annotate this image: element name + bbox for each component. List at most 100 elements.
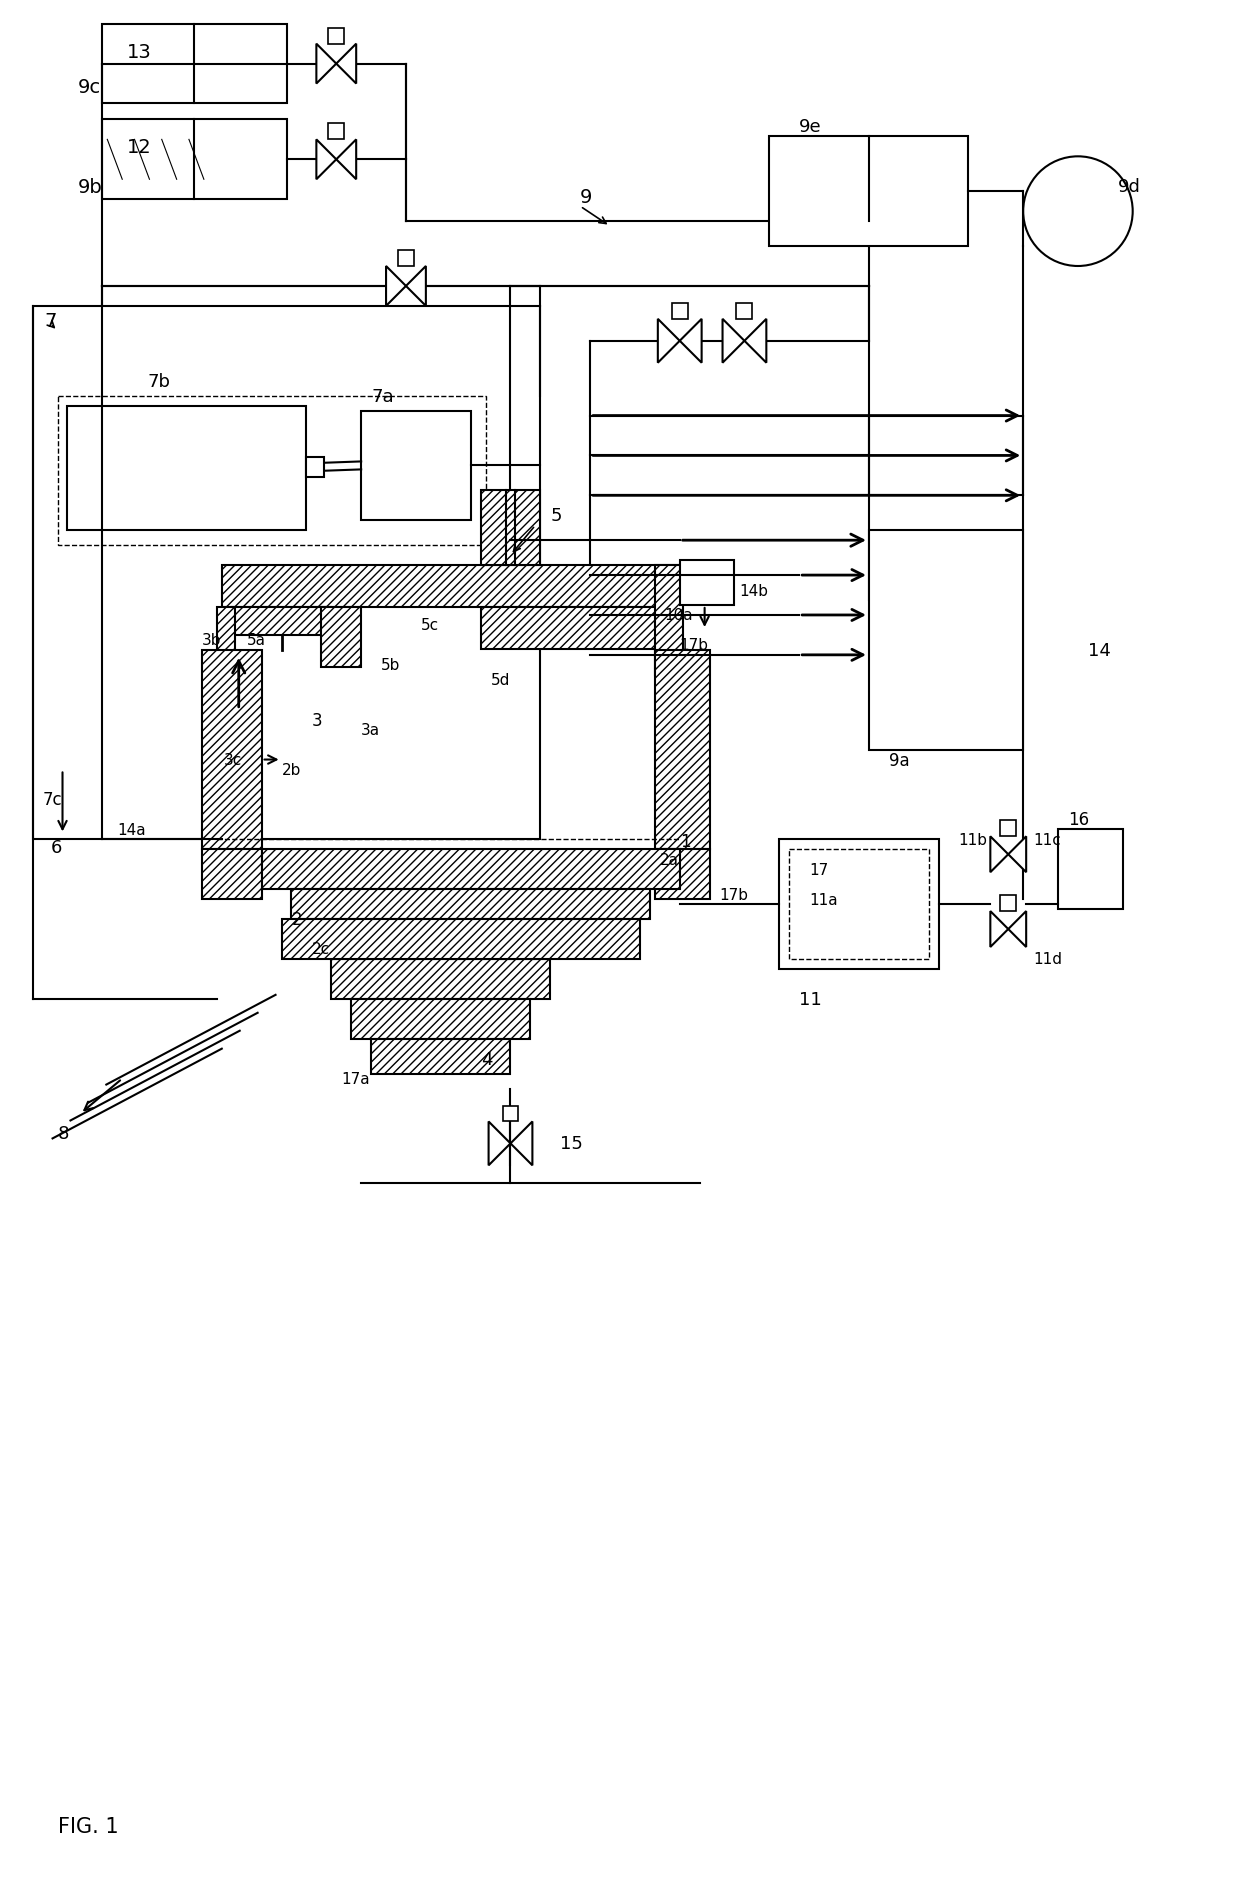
Text: 14: 14 [1087,641,1111,660]
Text: 3c: 3c [223,752,242,767]
Text: 17b: 17b [680,637,709,652]
Bar [262,850,680,889]
Bar [232,607,331,635]
Text: 11c: 11c [1033,833,1061,848]
Bar [291,889,650,919]
Bar [680,560,734,605]
Bar [67,406,306,530]
Polygon shape [489,1122,511,1166]
Text: 5d: 5d [491,673,510,688]
Bar [655,650,709,850]
Text: 16: 16 [1068,810,1089,829]
Text: 2a: 2a [660,852,678,867]
Text: 17a: 17a [341,1072,370,1087]
Bar [202,850,262,901]
Bar [103,120,286,199]
Text: 11b: 11b [959,833,987,848]
Bar [481,607,680,649]
Bar [655,850,709,901]
Bar [329,28,345,45]
Text: 7: 7 [45,312,57,331]
Bar [779,840,939,970]
Bar [1001,895,1017,912]
Text: 7b: 7b [148,372,170,391]
Text: 11a: 11a [810,893,838,908]
Bar [32,306,541,840]
Polygon shape [658,320,680,363]
Bar [371,1040,511,1073]
Polygon shape [680,320,702,363]
Bar [655,566,683,675]
Text: 3b: 3b [202,634,222,649]
Text: 9c: 9c [77,77,100,98]
Text: 2b: 2b [281,763,301,778]
Bar [321,607,361,667]
Text: 12: 12 [128,137,153,156]
Polygon shape [386,267,405,306]
Text: 9b: 9b [77,177,102,197]
Text: 7a: 7a [371,387,394,406]
Text: 14b: 14b [739,583,769,598]
Bar [398,250,414,267]
Bar [57,397,486,545]
Polygon shape [991,912,1008,948]
Text: 5: 5 [551,508,562,525]
Bar [502,1105,518,1122]
Bar [1058,829,1122,910]
Text: 4: 4 [481,1051,492,1068]
Bar [306,459,325,478]
Polygon shape [1008,837,1027,872]
Polygon shape [723,320,744,363]
Bar [1001,822,1017,837]
Text: 3a: 3a [361,722,381,737]
Polygon shape [316,141,336,180]
Bar [202,650,262,850]
Text: 8: 8 [57,1124,69,1143]
Text: 11: 11 [800,991,822,1008]
Polygon shape [511,1122,532,1166]
Text: 9a: 9a [889,752,909,769]
Polygon shape [405,267,425,306]
Text: 9e: 9e [800,118,822,137]
Bar [789,850,929,959]
Text: 3: 3 [311,711,322,729]
Polygon shape [316,45,336,85]
Bar [222,566,680,607]
Text: 17b: 17b [719,887,749,902]
Text: 2c: 2c [311,942,330,957]
Bar [217,607,234,677]
Text: 1: 1 [680,833,691,852]
Text: 9d: 9d [1117,179,1141,196]
Text: 5b: 5b [381,658,401,673]
Polygon shape [1008,912,1027,948]
Text: 10a: 10a [665,607,693,622]
Text: 2: 2 [291,910,303,929]
Text: 7c: 7c [42,791,62,808]
Text: FIG. 1: FIG. 1 [57,1816,118,1837]
Bar [329,124,345,141]
Bar [281,919,640,959]
Text: 5a: 5a [247,634,265,649]
Bar [869,530,1023,750]
Bar [103,24,286,105]
Polygon shape [336,45,356,85]
Text: 6: 6 [51,838,62,857]
Bar [331,959,551,1000]
Bar [272,650,655,901]
Text: 14a: 14a [118,822,146,837]
Text: 17: 17 [810,863,828,878]
Text: 9: 9 [580,188,593,207]
Text: 15: 15 [560,1136,583,1152]
Bar [351,1000,531,1040]
Polygon shape [991,837,1008,872]
Bar [672,305,688,320]
Text: 11d: 11d [1033,951,1063,966]
Text: 13: 13 [128,43,153,62]
Bar [737,305,753,320]
Polygon shape [744,320,766,363]
Text: 5c: 5c [420,619,439,634]
Bar [361,412,471,521]
Polygon shape [336,141,356,180]
Bar [769,137,968,246]
Bar [481,491,541,566]
